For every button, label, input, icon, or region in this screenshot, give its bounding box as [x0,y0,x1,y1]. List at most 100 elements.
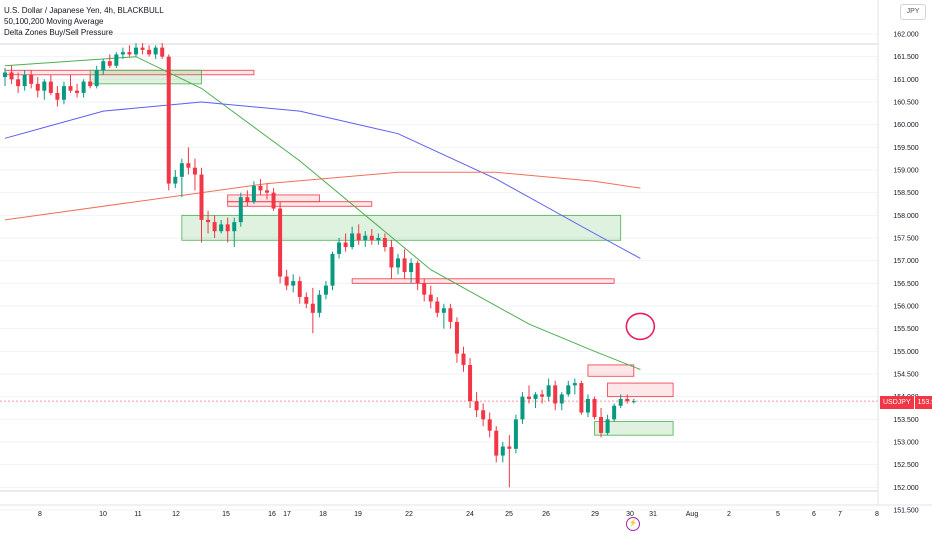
candle [127,45,132,57]
buy-zone [89,69,202,85]
candle [212,215,217,238]
candle-body [153,47,158,55]
candle-body [369,235,374,241]
candle-body [94,70,99,87]
candle-body [3,72,7,78]
candle [461,346,466,372]
candle [435,296,440,318]
candle [507,435,512,488]
price-tick-label: 153.000 [893,440,918,447]
time-tick-label: 11 [134,511,141,518]
candle [29,70,34,89]
price-tick-label: 158.000 [893,213,918,220]
indicator-moving-average[interactable]: 50,100,200 Moving Average [4,17,104,26]
candle [350,226,355,250]
candle-body [245,197,250,202]
candle-body [16,79,21,87]
candle-body [612,405,617,420]
candle-body [232,222,237,232]
candle [179,158,184,198]
candle-body [199,174,204,220]
time-tick-label: 5 [776,511,780,518]
candle-body [88,81,93,87]
candle [566,380,571,397]
currency-button[interactable]: JPY [900,4,926,20]
moving-average-lines [4,56,641,370]
candle [527,385,531,404]
candle [9,65,14,84]
candle [540,389,545,404]
candle [513,414,518,454]
time-axis[interactable]: 8 10 11 12 15 16 17 18 19 22 24 25 26 29 30 31 Aug 2 5 6 7 8 [38,511,879,518]
candle-body [402,258,407,272]
price-tick-label: 162.000 [893,32,918,39]
candle-body [343,242,348,248]
candle-body [533,394,538,399]
candle-body [278,208,283,277]
candle-body [9,72,14,80]
candle-body [382,238,387,248]
candle-body [258,185,263,191]
candle [330,251,335,291]
price-tick-label: 155.500 [893,326,918,333]
candle-body [376,238,381,241]
candle-body [428,294,433,302]
candle-body [212,222,217,232]
candle-body [585,398,590,413]
candle-body [513,419,518,449]
candle-body [22,74,27,87]
candle-body [435,301,440,313]
candle [369,228,374,245]
candle-body [219,224,224,232]
candle [140,43,145,55]
candle-body [251,185,256,202]
candle [592,396,597,420]
candle [192,158,197,191]
time-tick-label: 16 [268,511,276,518]
candle-body [35,83,40,91]
candle [415,260,420,291]
candle [232,217,237,248]
candle-body [147,49,152,55]
candle-body [297,281,302,297]
drawn-annotation[interactable] [625,312,656,341]
candle [546,378,551,402]
candle-body [330,253,335,286]
time-tick-label: 18 [319,511,327,518]
candle-body [291,281,296,286]
candle [120,47,125,59]
candle [572,378,577,395]
symbol-title[interactable]: U.S. Dollar / Japanese Yen, 4h, BLACKBUL… [4,6,164,15]
candle [553,380,558,411]
candle [297,276,302,304]
candle-body [166,56,171,184]
candle-body [559,394,564,404]
time-tick-label: 8 [38,511,42,518]
ma-200-line [4,171,641,221]
candle-body [592,398,597,418]
candle [605,414,610,436]
candle-body [55,92,60,100]
candle [520,392,525,424]
candle [441,303,446,329]
candle-body [160,47,165,57]
candle [55,86,60,107]
candlestick-series [0,43,878,488]
indicator-delta-zones[interactable]: Delta Zones Buy/Sell Pressure [4,28,113,37]
ma-100-line [4,101,641,259]
candle [612,403,617,422]
candle [599,408,604,438]
lightning-icon[interactable]: ⚡ [626,517,640,531]
candle [199,167,204,243]
candle-body [579,383,584,413]
candle-body [186,163,191,168]
candle [265,183,269,200]
candle-body [337,242,342,254]
candle [219,219,224,234]
candle [428,285,433,309]
candle [376,233,381,245]
candle [343,233,348,252]
candle-body [356,233,361,241]
candle-body [553,385,558,404]
